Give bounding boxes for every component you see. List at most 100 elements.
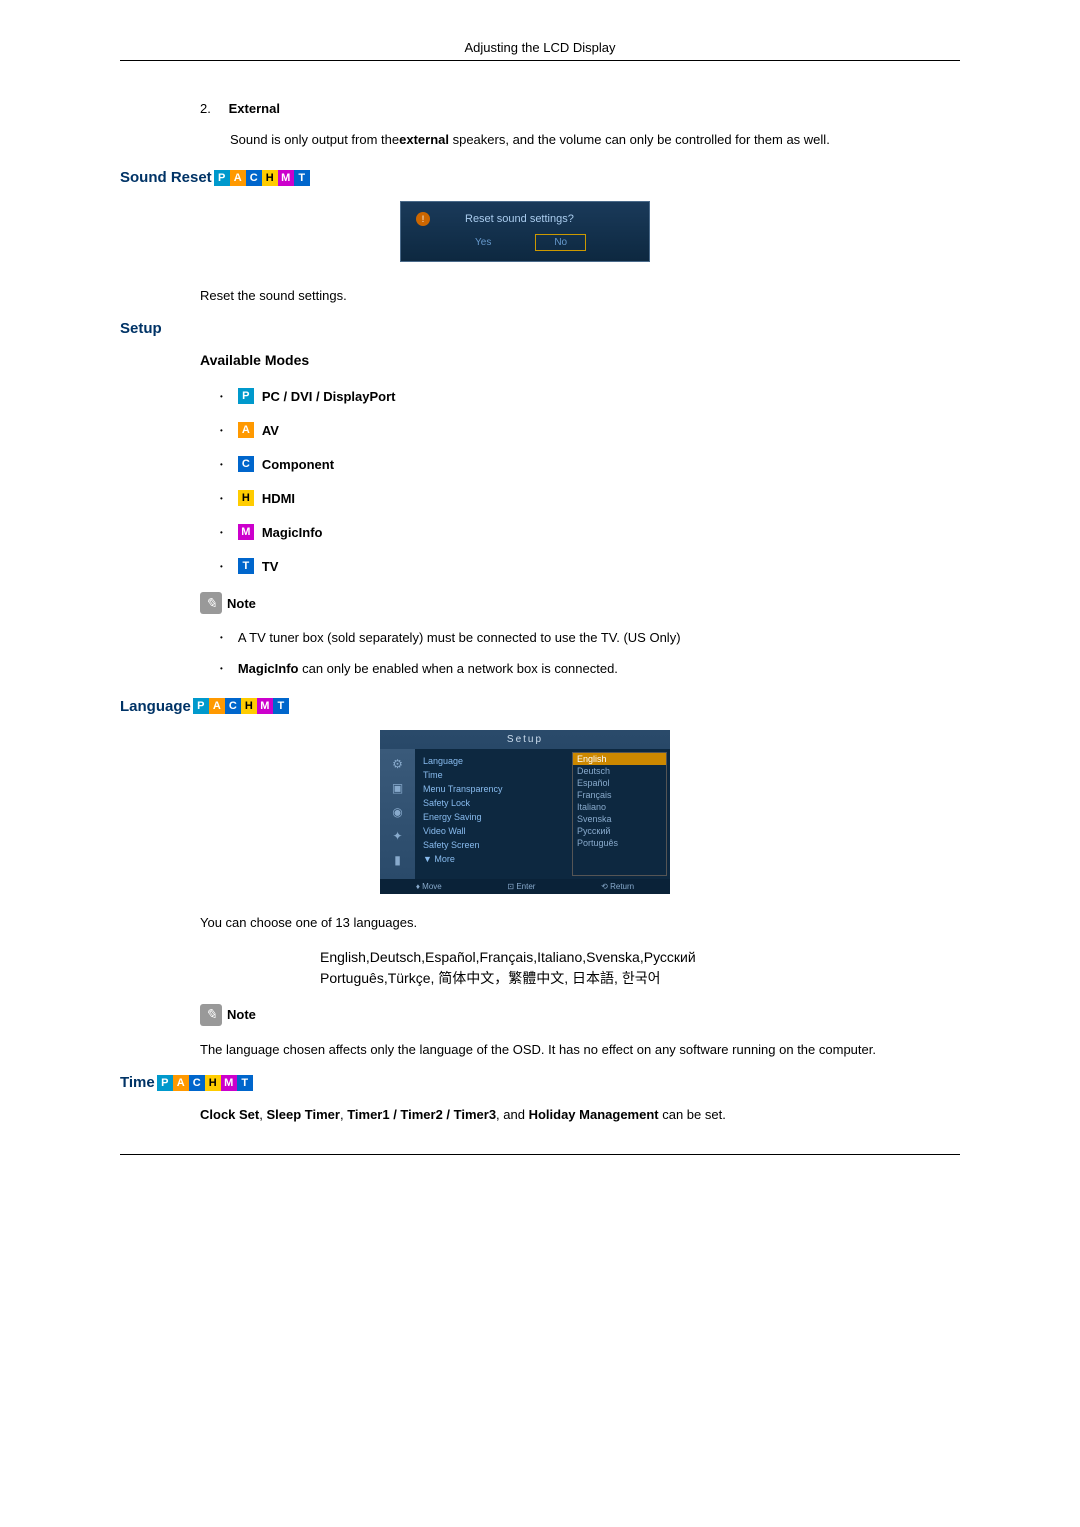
menu-item[interactable]: Safety Screen: [423, 838, 561, 852]
no-button[interactable]: No: [535, 234, 586, 251]
bullet-icon: •: [220, 426, 223, 435]
language-menu-screenshot: Setup ⚙ ▣ ◉ ✦ ▮ LanguageTimeMenu Transpa…: [380, 730, 670, 894]
mode-label: PC / DVI / DisplayPort: [262, 389, 396, 404]
badge-p-icon: P: [157, 1075, 173, 1091]
badge-m-icon: M: [257, 698, 273, 714]
dropdown-item[interactable]: Español: [573, 777, 666, 789]
menu-item[interactable]: Energy Saving: [423, 810, 561, 824]
mode-label: TV: [262, 559, 279, 574]
settings-icon: ⚙: [387, 754, 409, 774]
dialog-question: Reset sound settings?: [465, 213, 574, 225]
mode-badge-icon: P: [238, 388, 254, 404]
menu-items: LanguageTimeMenu TransparencySafety Lock…: [415, 749, 569, 879]
badge-h-icon: H: [262, 170, 278, 186]
note-text: A TV tuner box (sold separately) must be…: [238, 629, 681, 647]
badge-m-icon: M: [278, 170, 294, 186]
dialog-buttons: Yes No: [456, 234, 634, 251]
language-description: You can choose one of 13 languages.: [200, 914, 960, 932]
mode-badge-icon: M: [238, 524, 254, 540]
dropdown-item[interactable]: Deutsch: [573, 765, 666, 777]
dropdown-item[interactable]: Русский: [573, 825, 666, 837]
note-item: • MagicInfo can only be enabled when a ne…: [220, 660, 960, 678]
mode-badge-icon: C: [238, 456, 254, 472]
mode-label: MagicInfo: [262, 525, 323, 540]
menu-footer-hint: ⊡ Enter: [507, 882, 535, 891]
language-dropdown: EnglishDeutschEspañolFrançaisItalianoSve…: [572, 752, 667, 876]
tools-icon: ✦: [387, 826, 409, 846]
note-label: Note: [227, 1007, 256, 1022]
note-icon: ✎: [200, 592, 222, 614]
badge-a-icon: A: [230, 170, 246, 186]
bullet-icon: •: [220, 663, 223, 678]
menu-item[interactable]: Language: [423, 754, 561, 768]
mode-label: HDMI: [262, 491, 295, 506]
menu-footer-hint: ♦ Move: [416, 882, 442, 891]
dropdown-item[interactable]: Português: [573, 837, 666, 849]
mode-badge-icon: H: [238, 490, 254, 506]
language-heading: Language P A C H M T: [120, 698, 960, 715]
mode-badges: P A C H M T: [193, 698, 289, 714]
reset-dialog: ! Reset sound settings? Yes No: [400, 201, 650, 262]
mode-item: • M MagicInfo: [220, 524, 960, 540]
menu-header: Setup: [380, 730, 670, 749]
mode-list: • P PC / DVI / DisplayPort • A AV • C Component •…: [220, 388, 960, 574]
badge-h-icon: H: [205, 1075, 221, 1091]
bullet-icon: •: [220, 632, 223, 647]
menu-item[interactable]: Safety Lock: [423, 796, 561, 810]
language-note-text: The language chosen affects only the lan…: [200, 1041, 960, 1059]
note-header: ✎ Note: [200, 592, 960, 614]
footer-divider: [120, 1154, 960, 1155]
warning-icon: !: [416, 212, 430, 226]
bullet-icon: •: [220, 392, 223, 401]
menu-footer: ♦ Move⊡ Enter⟲ Return: [380, 879, 670, 894]
page-header: Adjusting the LCD Display: [120, 40, 960, 61]
badge-t-icon: T: [294, 170, 310, 186]
badge-t-icon: T: [237, 1075, 253, 1091]
bullet-icon: •: [220, 494, 223, 503]
wall-icon: ▮: [387, 850, 409, 870]
yes-button[interactable]: Yes: [456, 234, 510, 251]
mode-badges: P A C H M T: [157, 1075, 253, 1091]
mode-label: Component: [262, 457, 334, 472]
bullet-icon: •: [220, 562, 223, 571]
mode-badge-icon: T: [238, 558, 254, 574]
badge-h-icon: H: [241, 698, 257, 714]
time-description: Clock Set, Sleep Timer, Timer1 / Timer2 …: [200, 1106, 960, 1124]
item-number: 2.: [200, 101, 225, 116]
setup-notes-list: • A TV tuner box (sold separately) must b…: [220, 629, 960, 677]
badge-c-icon: C: [246, 170, 262, 186]
menu-icon-column: ⚙ ▣ ◉ ✦ ▮: [380, 749, 415, 879]
mode-badges: P A C H M T: [214, 170, 310, 186]
note-item: • A TV tuner box (sold separately) must b…: [220, 629, 960, 647]
language-list: English,Deutsch,Español,Français,Italian…: [320, 947, 960, 989]
menu-item[interactable]: Video Wall: [423, 824, 561, 838]
badge-m-icon: M: [221, 1075, 237, 1091]
bullet-icon: •: [220, 460, 223, 469]
dropdown-item[interactable]: Italiano: [573, 801, 666, 813]
menu-item[interactable]: Time: [423, 768, 561, 782]
badge-p-icon: P: [214, 170, 230, 186]
badge-t-icon: T: [273, 698, 289, 714]
mode-label: AV: [262, 423, 279, 438]
menu-item[interactable]: Menu Transparency: [423, 782, 561, 796]
sound-reset-heading: Sound Reset P A C H M T: [120, 169, 960, 186]
dropdown-item[interactable]: English: [573, 753, 666, 765]
badge-a-icon: A: [173, 1075, 189, 1091]
menu-more[interactable]: ▼ More: [423, 852, 561, 866]
mode-item: • T TV: [220, 558, 960, 574]
dropdown-item[interactable]: Français: [573, 789, 666, 801]
display-icon: ▣: [387, 778, 409, 798]
external-item: 2. External: [200, 101, 960, 116]
item-label: External: [229, 101, 280, 116]
dialog-title-row: ! Reset sound settings?: [416, 212, 634, 226]
time-heading: Time P A C H M T: [120, 1074, 960, 1091]
sound-reset-description: Reset the sound settings.: [200, 287, 960, 305]
dropdown-item[interactable]: Svenska: [573, 813, 666, 825]
mode-badge-icon: A: [238, 422, 254, 438]
badge-p-icon: P: [193, 698, 209, 714]
note-text: MagicInfo can only be enabled when a net…: [238, 660, 618, 678]
bullet-icon: •: [220, 528, 223, 537]
mode-item: • P PC / DVI / DisplayPort: [220, 388, 960, 404]
note-header: ✎ Note: [200, 1004, 960, 1026]
note-icon: ✎: [200, 1004, 222, 1026]
